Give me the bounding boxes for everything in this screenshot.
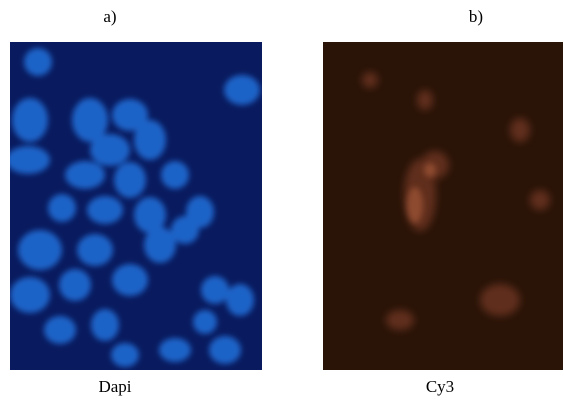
panel-label: a) [103, 7, 116, 26]
figure: a) b) [0, 0, 564, 404]
panel-caption: Dapi [98, 377, 131, 396]
panel-caption: Cy3 [426, 377, 454, 396]
dapi-image [6, 42, 262, 370]
cy3-image [323, 42, 563, 370]
page: a) b) [0, 0, 564, 404]
panel-label: b) [469, 7, 483, 26]
